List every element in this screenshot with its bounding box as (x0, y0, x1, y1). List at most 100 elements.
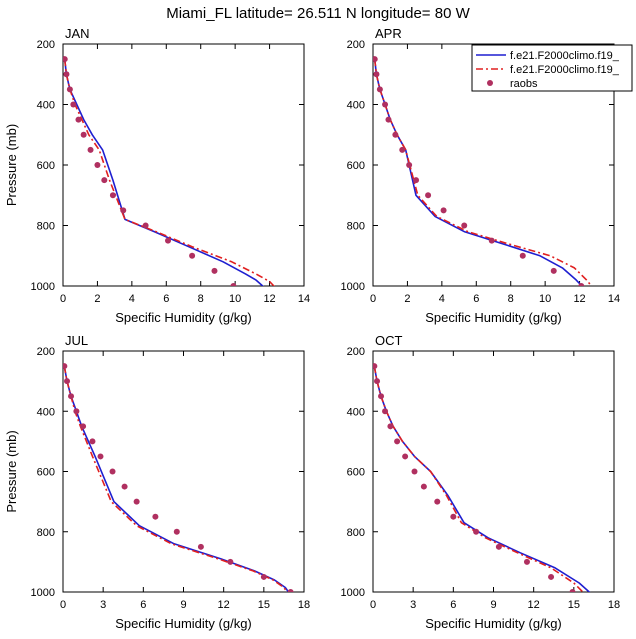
raobs-point (68, 393, 75, 400)
raobs-point (373, 56, 378, 63)
raobs-point (152, 513, 159, 520)
raobs-point (550, 267, 557, 274)
raobs-point (385, 116, 392, 123)
x-tick-label: 6 (450, 599, 456, 611)
raobs-point (399, 146, 406, 153)
raobs-point (394, 438, 401, 445)
model-a-line (63, 59, 265, 286)
x-tick-label: 12 (263, 293, 275, 305)
y-tick-label: 200 (347, 39, 365, 51)
x-tick-label: 6 (163, 293, 169, 305)
raobs-point (519, 252, 526, 259)
raobs-point (63, 363, 68, 370)
y-tick-label: 600 (347, 467, 365, 479)
raobs-point (569, 589, 576, 592)
raobs-point (450, 513, 457, 520)
model-b-line (373, 365, 585, 592)
x-tick-label: 4 (129, 293, 135, 305)
y-tick-label: 1000 (31, 281, 55, 293)
legend-label: raobs (510, 78, 538, 90)
legend-label: f.e21.F2000climo.f19_ (510, 50, 620, 62)
x-tick-label: 0 (370, 599, 376, 611)
y-tick-label: 1000 (341, 281, 365, 293)
raobs-point (373, 363, 378, 370)
x-tick-label: 12 (573, 293, 585, 305)
panel-title: OCT (375, 333, 403, 348)
figure-title: Miami_FL latitude= 26.511 N longitude= 8… (166, 5, 470, 22)
legend-box (471, 44, 633, 92)
x-tick-label: 3 (410, 599, 416, 611)
raobs-point (89, 438, 96, 445)
panel-title: JUL (65, 333, 88, 348)
y-tick-label: 800 (37, 221, 55, 233)
y-tick-label: 400 (347, 406, 365, 418)
panel-apr-series (373, 56, 593, 286)
model-b-line (63, 365, 289, 592)
x-tick-label: 2 (404, 293, 410, 305)
raobs-point (230, 283, 237, 286)
model-a-line (373, 365, 591, 592)
raobs-point (142, 222, 149, 229)
x-tick-label: 9 (180, 599, 186, 611)
raobs-point (197, 543, 204, 550)
panel-oct-frame (372, 350, 615, 593)
raobs-point (488, 237, 495, 244)
raobs-point (411, 468, 418, 475)
raobs-point (87, 146, 94, 153)
x-tick-label: 2 (94, 293, 100, 305)
model-b-line (373, 59, 593, 286)
raobs-point (260, 573, 267, 580)
panel-jan: 0 2 4 6 8 10 12 14 200 400 600 800 1000 Specific Humi… (4, 26, 310, 325)
panel-jul-series (63, 363, 294, 592)
x-tick-label: 18 (608, 599, 620, 611)
x-tick-label: 15 (258, 599, 270, 611)
y-tick-label: 400 (37, 406, 55, 418)
panel-oct: 0 3 6 9 12 15 18 200 400 600 800 1000 Specific Humid… (341, 333, 621, 631)
y-tick-label: 600 (37, 160, 55, 172)
y-tick-label: 200 (347, 346, 365, 358)
raobs-point (420, 483, 427, 490)
raobs-point (374, 378, 381, 385)
raobs-point (101, 177, 108, 184)
x-tick-label: 9 (490, 599, 496, 611)
raobs-point (63, 56, 68, 63)
raobs-point (287, 589, 294, 592)
raobs-point (165, 237, 172, 244)
panel-jan-series (63, 56, 276, 286)
raobs-point (387, 423, 394, 430)
raobs-point (64, 378, 71, 385)
raobs-point (189, 252, 196, 259)
x-tick-label: 15 (568, 599, 580, 611)
x-tick-label: 0 (370, 293, 376, 305)
raobs-point (382, 408, 389, 415)
panel-jul: 0 3 6 9 12 15 18 200 400 600 800 1000 Specific Humid… (4, 333, 310, 631)
raobs-point (495, 543, 502, 550)
x-axis-label: Specific Humidity (g/kg) (115, 616, 252, 631)
x-tick-label: 14 (298, 293, 310, 305)
y-tick-label: 1000 (31, 587, 55, 599)
panel-oct-series (373, 363, 591, 592)
y-tick-label: 200 (37, 346, 55, 358)
x-tick-label: 0 (60, 599, 66, 611)
raobs-point (227, 558, 234, 565)
x-tick-label: 12 (218, 599, 230, 611)
raobs-point (80, 423, 87, 430)
raobs-point (211, 267, 218, 274)
x-tick-label: 8 (508, 293, 514, 305)
x-axis-label: Specific Humidity (g/kg) (425, 310, 562, 325)
raobs-point (109, 468, 116, 475)
legend: f.e21.F2000climo.f19_ f.e21.F2000climo.f1… (471, 44, 633, 92)
y-axis-label: Pressure (mb) (4, 124, 19, 206)
x-tick-label: 6 (473, 293, 479, 305)
raobs-point (406, 162, 413, 168)
raobs-point (392, 131, 399, 138)
raobs-point (376, 86, 383, 93)
panel-title: JAN (65, 26, 90, 41)
y-tick-label: 800 (347, 527, 365, 539)
raobs-point (440, 207, 447, 214)
raobs-point (66, 86, 73, 93)
legend-label: f.e21.F2000climo.f19_ (510, 64, 620, 76)
model-a-line (63, 365, 290, 592)
raobs-point (75, 116, 82, 123)
